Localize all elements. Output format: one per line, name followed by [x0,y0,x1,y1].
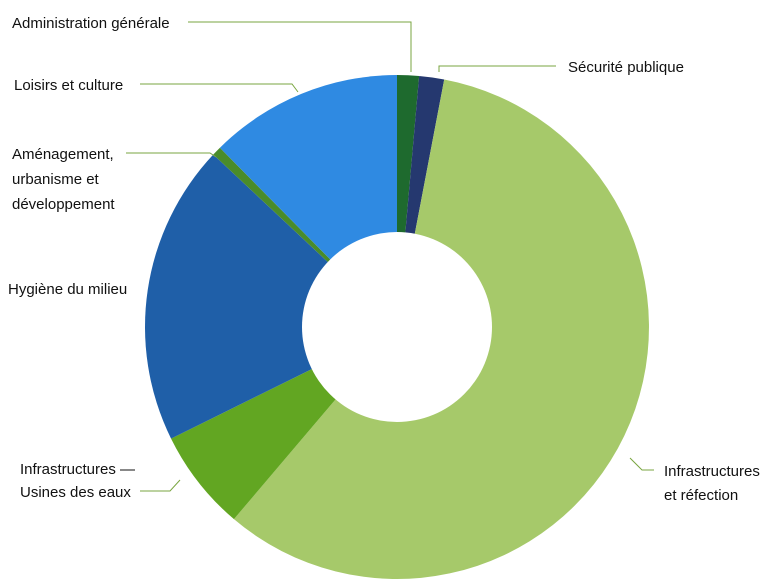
label-infrastructures-refection: Infrastructures et réfection [664,463,764,504]
label-line: Infrastructures [664,463,760,480]
leader-line-amenagement [126,152,217,158]
leader-line-infrastructures-refection [629,457,654,471]
label-line: développement [12,196,115,213]
label-line: urbanisme et [12,171,100,188]
label-line: Aménagement, [12,146,114,163]
leader-lines [126,21,654,492]
leader-line-usines-eaux [140,479,181,492]
label-administration-generale: Administration générale [12,15,170,32]
label-line: Usines des eaux [20,484,131,501]
label-securite-publique: Sécurité publique [568,59,684,76]
label-line: Administration générale [12,15,170,32]
slice-hygiene-du-milieu [144,154,397,439]
leader-line-loisirs [140,83,299,93]
label-line: et réfection [664,487,738,504]
label-hygiene-du-milieu: Hygiène du milieu [8,281,127,298]
slice-labels: Administration générale Sécurité publiqu… [8,15,764,504]
label-loisirs-et-culture: Loisirs et culture [14,77,123,94]
leader-line-securite [438,65,556,72]
label-line: Sécurité publique [568,59,684,76]
label-line: Infrastructures — [20,461,135,478]
label-line: Hygiène du milieu [8,281,127,298]
label-amenagement-urbanisme: Aménagement, urbanisme et développement [12,146,118,213]
leader-line-administration [188,21,412,72]
label-line: Loisirs et culture [14,77,123,94]
label-usines-des-eaux: Infrastructures — Usines des eaux [20,461,139,501]
donut-hole [302,232,492,422]
